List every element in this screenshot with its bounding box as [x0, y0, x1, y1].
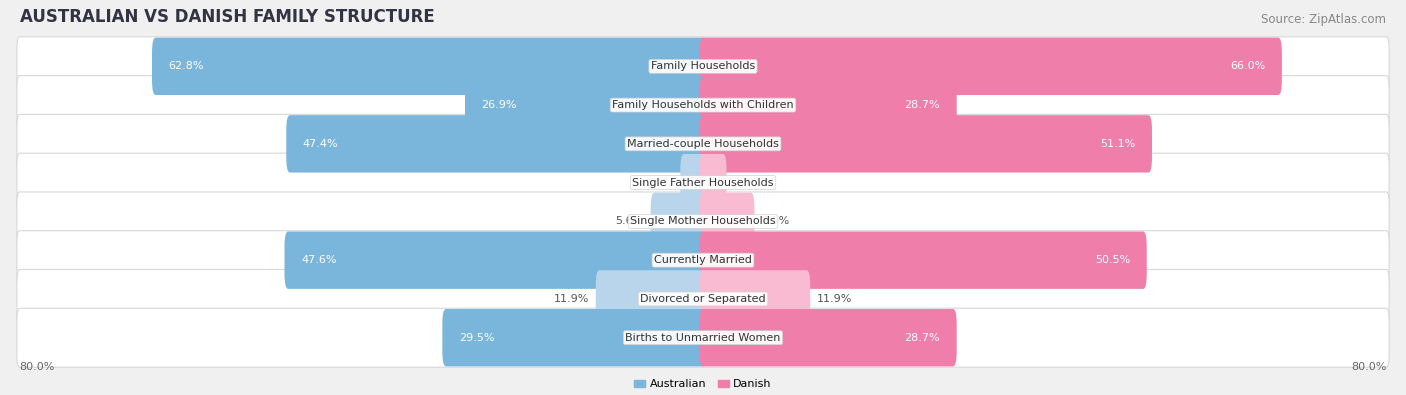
FancyBboxPatch shape: [651, 193, 706, 250]
Text: 28.7%: 28.7%: [904, 100, 941, 110]
Text: 29.5%: 29.5%: [458, 333, 495, 343]
FancyBboxPatch shape: [17, 308, 1389, 367]
FancyBboxPatch shape: [700, 193, 755, 250]
Text: Married-couple Households: Married-couple Households: [627, 139, 779, 149]
Text: 5.6%: 5.6%: [616, 216, 644, 226]
Text: 62.8%: 62.8%: [169, 61, 204, 71]
FancyBboxPatch shape: [17, 269, 1389, 328]
FancyBboxPatch shape: [700, 115, 1152, 173]
FancyBboxPatch shape: [596, 270, 706, 327]
Text: 80.0%: 80.0%: [1351, 362, 1386, 372]
Text: 80.0%: 80.0%: [20, 362, 55, 372]
Text: 28.7%: 28.7%: [904, 333, 941, 343]
FancyBboxPatch shape: [17, 37, 1389, 96]
FancyBboxPatch shape: [700, 38, 1282, 95]
FancyBboxPatch shape: [700, 154, 727, 211]
FancyBboxPatch shape: [465, 76, 706, 134]
Text: 47.6%: 47.6%: [301, 255, 336, 265]
FancyBboxPatch shape: [287, 115, 706, 173]
FancyBboxPatch shape: [17, 192, 1389, 251]
FancyBboxPatch shape: [700, 76, 956, 134]
Text: 11.9%: 11.9%: [554, 294, 589, 304]
Text: 5.5%: 5.5%: [762, 216, 790, 226]
FancyBboxPatch shape: [152, 38, 706, 95]
FancyBboxPatch shape: [700, 309, 956, 367]
Text: 66.0%: 66.0%: [1230, 61, 1265, 71]
FancyBboxPatch shape: [17, 75, 1389, 135]
Text: 11.9%: 11.9%: [817, 294, 852, 304]
Text: 51.1%: 51.1%: [1099, 139, 1136, 149]
Text: Divorced or Separated: Divorced or Separated: [640, 294, 766, 304]
FancyBboxPatch shape: [681, 154, 706, 211]
FancyBboxPatch shape: [17, 231, 1389, 290]
Text: 26.9%: 26.9%: [482, 100, 517, 110]
Text: 47.4%: 47.4%: [302, 139, 339, 149]
Text: Single Father Households: Single Father Households: [633, 178, 773, 188]
FancyBboxPatch shape: [700, 270, 810, 327]
Text: Source: ZipAtlas.com: Source: ZipAtlas.com: [1261, 13, 1386, 26]
Text: Single Mother Households: Single Mother Households: [630, 216, 776, 226]
FancyBboxPatch shape: [17, 153, 1389, 212]
Text: 2.3%: 2.3%: [734, 178, 762, 188]
Text: Family Households with Children: Family Households with Children: [612, 100, 794, 110]
FancyBboxPatch shape: [284, 231, 706, 289]
Text: Family Households: Family Households: [651, 61, 755, 71]
Text: 2.2%: 2.2%: [645, 178, 673, 188]
Text: Currently Married: Currently Married: [654, 255, 752, 265]
Legend: Australian, Danish: Australian, Danish: [630, 375, 776, 394]
Text: Births to Unmarried Women: Births to Unmarried Women: [626, 333, 780, 343]
Text: 50.5%: 50.5%: [1095, 255, 1130, 265]
FancyBboxPatch shape: [17, 115, 1389, 173]
FancyBboxPatch shape: [700, 231, 1147, 289]
FancyBboxPatch shape: [443, 309, 706, 367]
Text: AUSTRALIAN VS DANISH FAMILY STRUCTURE: AUSTRALIAN VS DANISH FAMILY STRUCTURE: [20, 8, 434, 26]
